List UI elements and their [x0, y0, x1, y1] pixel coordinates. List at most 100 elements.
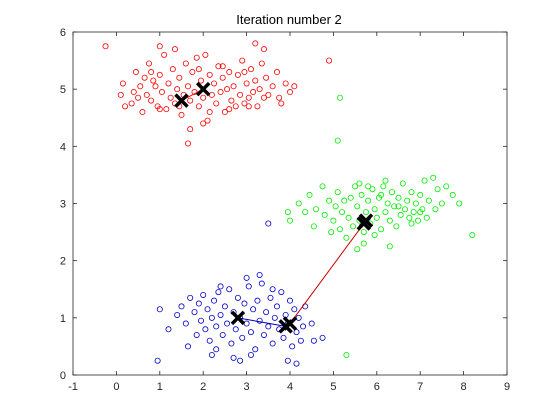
- data-point: [404, 197, 411, 204]
- x-tick-label: 8: [461, 381, 467, 393]
- x-tick-label: -1: [68, 381, 78, 393]
- data-point: [343, 351, 350, 358]
- data-point: [258, 280, 265, 287]
- data-point: [365, 197, 372, 204]
- centroid-marker: [195, 81, 211, 97]
- data-point: [469, 231, 476, 238]
- centroid-path-3: [237, 317, 286, 327]
- x-tick-label: 9: [504, 381, 510, 393]
- data-point: [263, 74, 270, 81]
- data-point: [449, 191, 456, 198]
- data-point: [211, 80, 218, 87]
- data-point: [241, 100, 248, 107]
- data-point: [260, 94, 267, 101]
- data-point: [386, 217, 393, 224]
- data-point: [230, 354, 237, 361]
- data-point: [187, 97, 194, 104]
- data-point: [328, 229, 335, 236]
- data-point: [358, 191, 365, 198]
- data-point: [278, 289, 285, 296]
- data-point: [178, 303, 185, 310]
- data-point: [371, 206, 378, 213]
- data-point: [187, 294, 194, 301]
- x-tick-label: 2: [200, 381, 206, 393]
- data-point: [158, 89, 165, 96]
- data-point: [163, 106, 170, 113]
- x-tick-label: 5: [330, 381, 336, 393]
- centroid-marker: [358, 213, 374, 228]
- data-point: [410, 209, 417, 216]
- data-point: [191, 309, 198, 316]
- data-point: [208, 314, 215, 321]
- centroid-path-4: [289, 220, 367, 324]
- y-tick-label: 4: [60, 141, 66, 153]
- data-point: [208, 351, 215, 358]
- data-point: [319, 183, 326, 190]
- data-point: [302, 209, 309, 216]
- data-point: [286, 217, 293, 224]
- x-tick-label: 7: [417, 381, 423, 393]
- data-point: [291, 83, 298, 90]
- data-point: [245, 94, 252, 101]
- data-point: [137, 83, 144, 90]
- data-point: [273, 69, 280, 76]
- data-point: [156, 306, 163, 313]
- data-point: [221, 303, 228, 310]
- data-point: [174, 86, 181, 93]
- data-point: [373, 214, 380, 221]
- data-point: [425, 197, 432, 204]
- centroid-stroke: [230, 310, 246, 326]
- data-point: [432, 206, 439, 213]
- y-tick-label: 6: [60, 27, 66, 39]
- data-point: [187, 126, 194, 133]
- data-point: [130, 89, 137, 96]
- data-point: [343, 234, 350, 241]
- data-point: [182, 320, 189, 327]
- centroid-marker: [230, 310, 246, 326]
- data-point: [185, 343, 192, 350]
- data-point: [206, 337, 213, 344]
- data-point: [122, 103, 129, 110]
- data-point: [273, 303, 280, 310]
- data-point: [219, 63, 226, 70]
- data-point: [319, 334, 326, 341]
- data-point: [193, 331, 200, 338]
- data-point: [135, 94, 142, 101]
- data-point: [243, 274, 250, 281]
- data-point: [176, 74, 183, 81]
- data-point: [256, 271, 263, 278]
- data-point: [282, 80, 289, 87]
- data-point: [289, 343, 296, 350]
- data-point: [230, 83, 237, 90]
- data-point: [226, 106, 233, 113]
- data-point: [345, 214, 352, 221]
- data-point: [247, 66, 254, 73]
- data-point: [306, 191, 313, 198]
- x-tick-label: 6: [374, 381, 380, 393]
- data-point: [241, 69, 248, 76]
- data-point: [206, 71, 213, 78]
- data-point: [171, 46, 178, 53]
- data-point: [161, 51, 168, 58]
- data-point: [250, 89, 257, 96]
- data-point: [378, 191, 385, 198]
- data-point: [252, 40, 259, 47]
- data-point: [213, 100, 220, 107]
- data-point: [284, 357, 291, 364]
- data-point: [265, 220, 272, 227]
- data-point: [195, 300, 202, 307]
- data-point: [369, 186, 376, 193]
- data-point: [293, 360, 300, 367]
- data-point: [286, 89, 293, 96]
- y-tick-label: 5: [60, 84, 66, 96]
- data-point: [326, 57, 333, 64]
- data-point: [341, 197, 348, 204]
- data-point: [189, 69, 196, 76]
- data-point: [217, 283, 224, 290]
- data-point: [141, 74, 148, 81]
- data-point: [165, 326, 172, 333]
- data-point: [395, 194, 402, 201]
- data-point: [406, 214, 413, 221]
- data-point: [221, 109, 228, 116]
- x-tick-label: 4: [287, 381, 293, 393]
